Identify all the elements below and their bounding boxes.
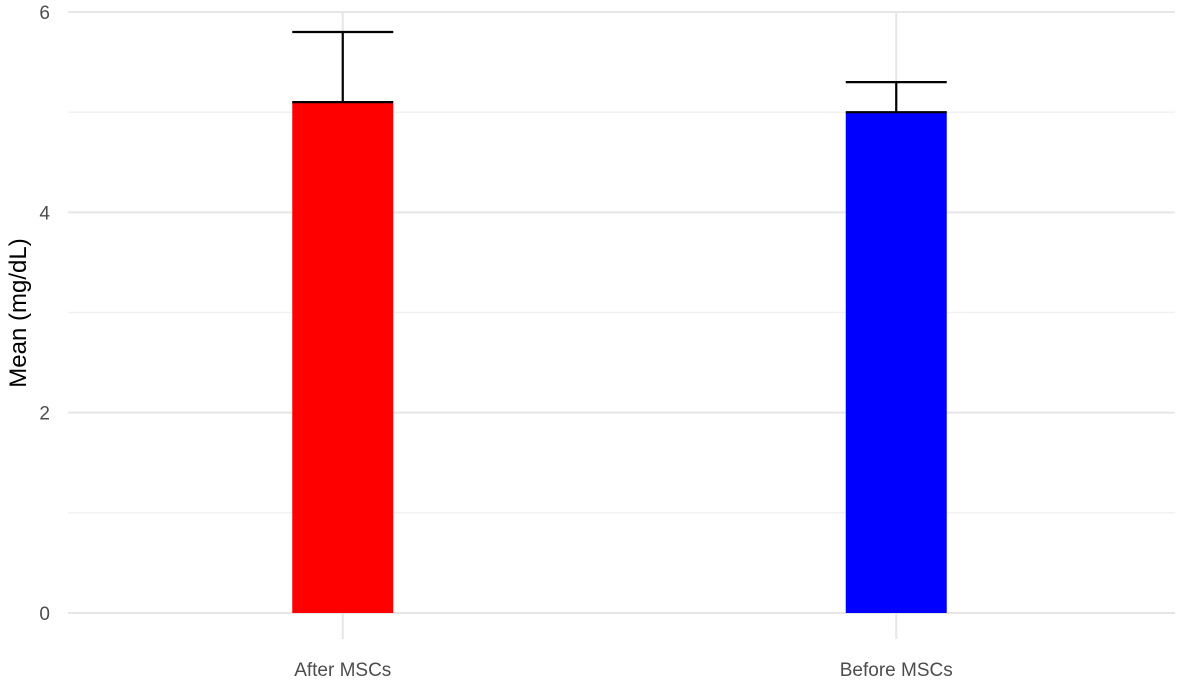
y-tick-label: 4 xyxy=(39,203,50,224)
x-tick-label: Before MSCs xyxy=(840,660,953,681)
y-axis-ticks: 0 2 4 6 xyxy=(39,3,50,625)
bar xyxy=(292,102,394,614)
grid xyxy=(68,11,1175,639)
bar xyxy=(845,112,947,614)
y-tick-label: 0 xyxy=(39,604,50,625)
bars xyxy=(292,102,947,614)
y-axis-title: Mean (mg/dL) xyxy=(5,238,32,387)
error-bars xyxy=(292,30,947,114)
x-tick-label: After MSCs xyxy=(294,660,391,681)
y-tick-label: 6 xyxy=(39,3,50,24)
y-tick-label: 2 xyxy=(39,404,50,425)
x-axis-ticks: After MSCs Before MSCs xyxy=(294,660,953,681)
